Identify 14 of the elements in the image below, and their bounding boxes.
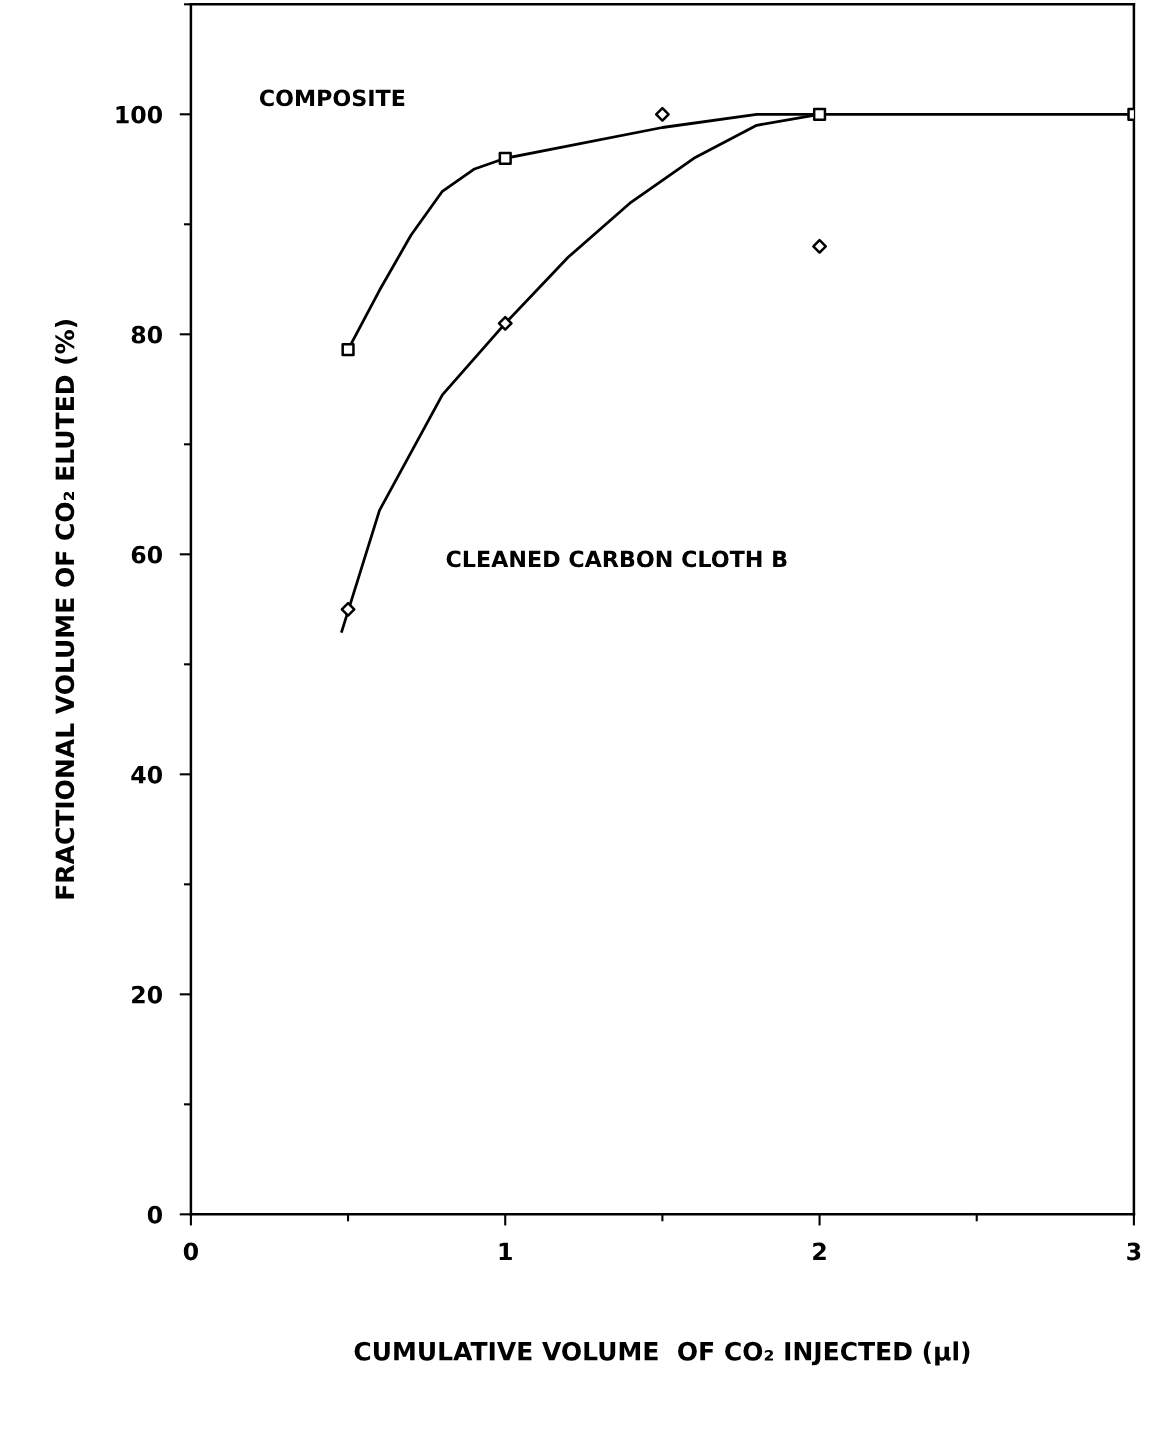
x-tick-label: 2 [813, 1242, 826, 1261]
x-axis-title: CUMULATIVE VOLUME OF CO₂ INJECTED (µl) [354, 1341, 970, 1366]
y-tick-label: 20 [132, 985, 162, 1004]
y-tick-label: 40 [131, 765, 162, 784]
x-tick-label: 0 [183, 1242, 198, 1261]
y-tick-label: 0 [147, 1205, 162, 1224]
annotation: COMPOSITE [259, 89, 405, 107]
annotation: CLEANED CARBON CLOTH B [446, 550, 787, 568]
x-tick-label: 1 [499, 1242, 512, 1261]
y-tick-label: 60 [131, 545, 162, 564]
x-tick-label: 3 [1127, 1242, 1141, 1261]
y-axis-title: FRACTIONAL VOLUME OF CO₂ ELUTED (%) [54, 320, 78, 899]
y-tick-label: 100 [116, 105, 162, 124]
y-tick-label: 80 [131, 325, 162, 344]
